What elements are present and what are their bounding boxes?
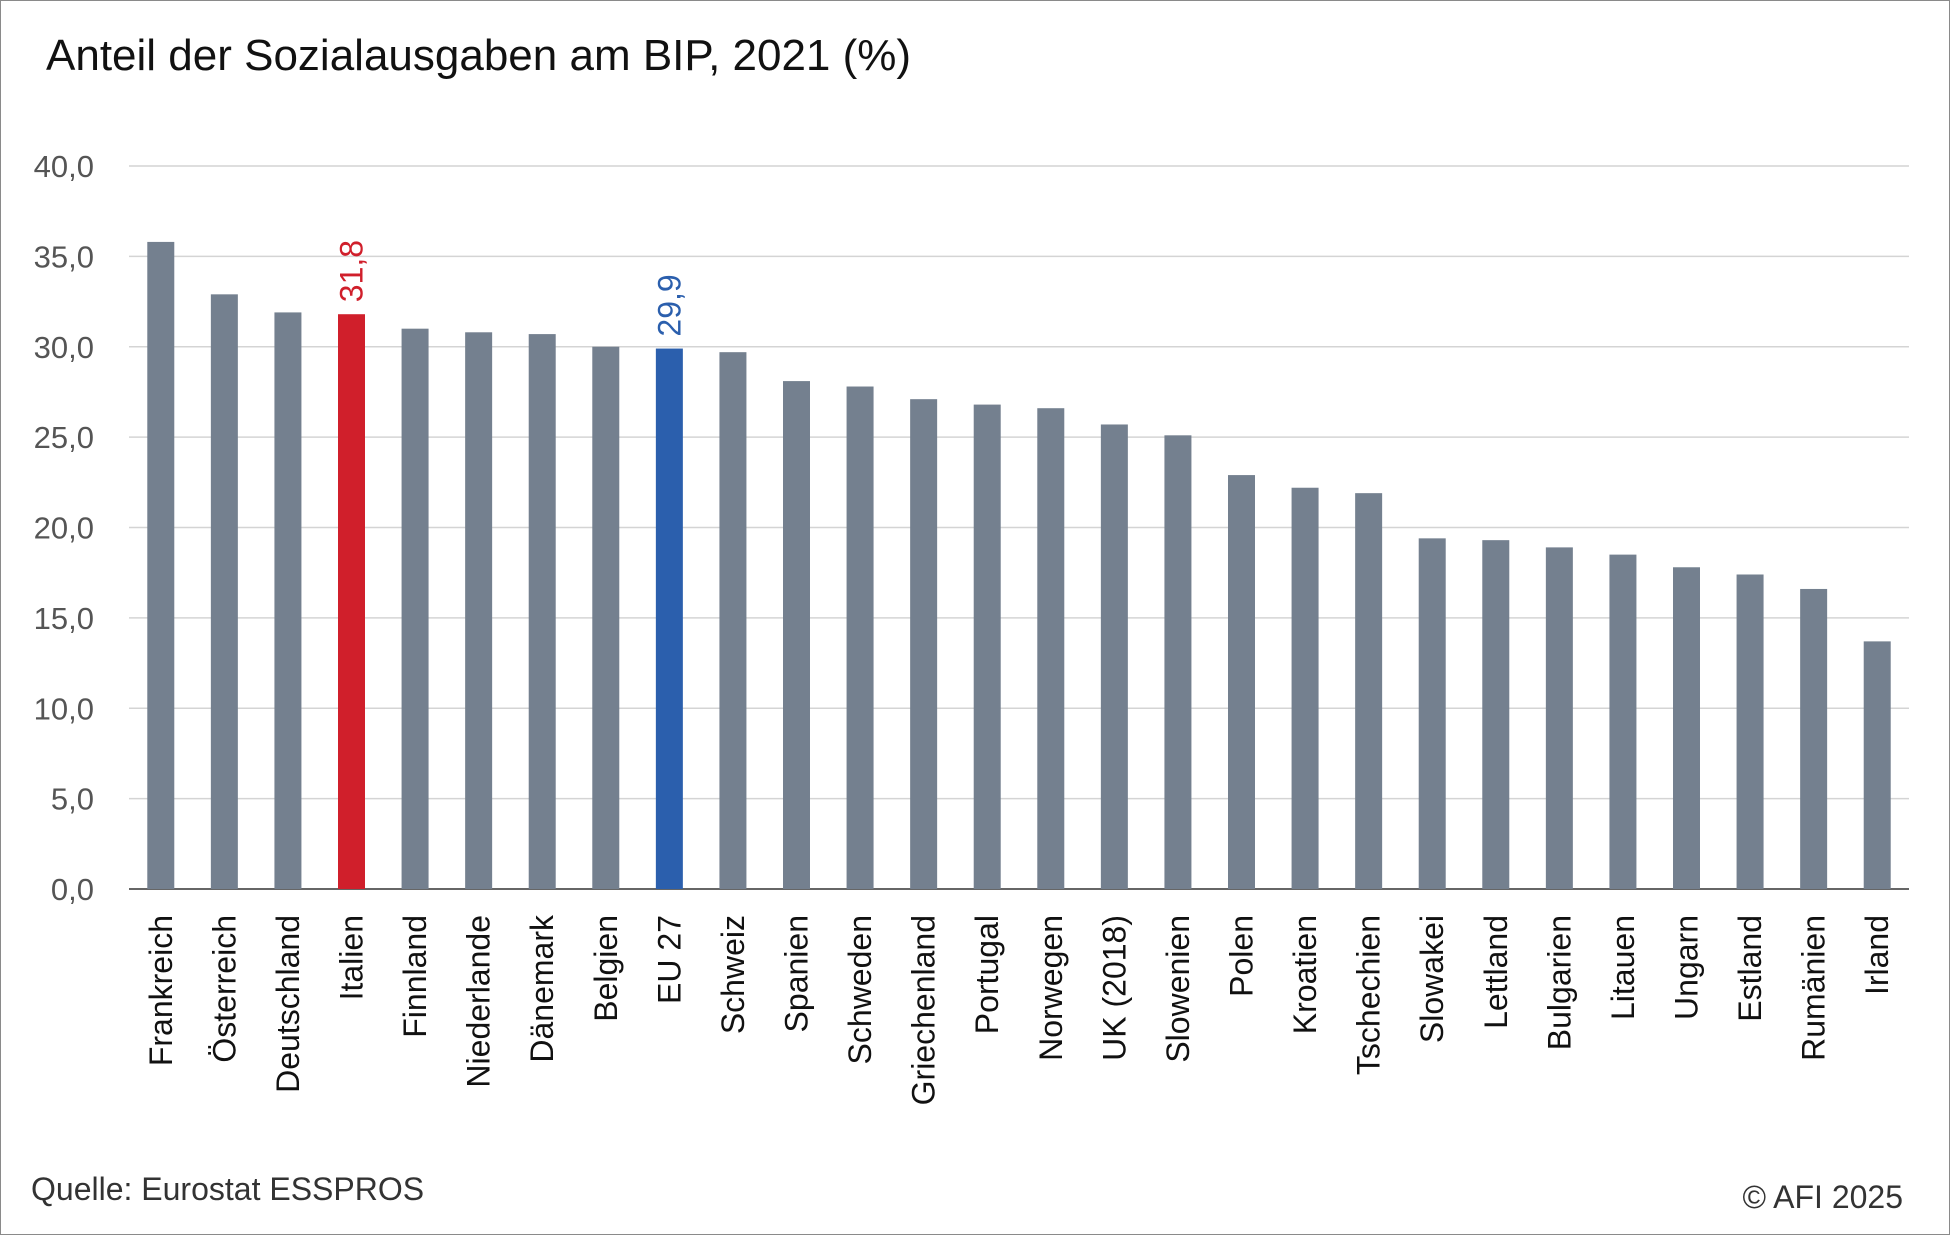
bar-estland	[1736, 574, 1764, 889]
bar-schweiz	[719, 352, 747, 889]
x-tick-label: Schweiz	[715, 915, 751, 1034]
y-tick-label: 40,0	[34, 149, 94, 184]
x-tick-label: Deutschland	[270, 915, 306, 1093]
x-tick-label: Belgien	[588, 915, 624, 1022]
bar-finnland	[401, 328, 429, 889]
y-tick-label: 20,0	[34, 511, 94, 546]
x-tick-label: Ungarn	[1669, 915, 1705, 1020]
bar-polen	[1228, 475, 1255, 889]
x-tick-label: Rumänien	[1796, 915, 1832, 1061]
x-tick-label: Lettland	[1478, 915, 1514, 1029]
source-note: Quelle: Eurostat ESSPROS	[31, 1171, 425, 1207]
data-label: 31,8	[334, 240, 370, 302]
bar-ungarn	[1673, 567, 1700, 889]
gridlines	[129, 165, 1909, 890]
bar-norwegen	[1037, 408, 1065, 889]
x-tick-label: Polen	[1224, 915, 1260, 997]
x-tick-label: Portugal	[969, 915, 1005, 1034]
bar-bulgarien	[1545, 547, 1573, 889]
x-tick-label: Litauen	[1605, 915, 1641, 1020]
copyright-note: © AFI 2025	[1742, 1179, 1903, 1215]
x-tick-label: Italien	[334, 915, 370, 1000]
bars	[147, 241, 1891, 890]
bar-frankreich	[147, 241, 175, 890]
x-tick-label: Dänemark	[524, 914, 560, 1063]
bar-lettland	[1482, 540, 1510, 889]
bar-griechenland	[910, 399, 938, 889]
x-tick-label: UK (2018)	[1096, 915, 1132, 1061]
bar-portugal	[973, 404, 1001, 889]
data-label: 29,9	[651, 274, 687, 336]
y-axis-ticks: 0,0 5,0 10,0 15,0 20,0 25,0 30,0 35,0 40,0	[34, 149, 94, 907]
x-tick-label: Estland	[1732, 915, 1768, 1022]
chart-title: Anteil der Sozialausgaben am BIP, 2021 (…	[46, 31, 912, 80]
bar-irland	[1863, 641, 1891, 889]
bar-deutschland	[274, 312, 302, 890]
x-tick-label: Slowenien	[1160, 915, 1196, 1063]
x-tick-label: Finnland	[397, 915, 433, 1038]
x-tick-label: Norwegen	[1033, 915, 1069, 1061]
x-tick-label: Schweden	[842, 915, 878, 1064]
y-tick-label: 0,0	[51, 872, 94, 907]
x-axis-labels: Frankreich Österreich Deutschland Italien Fi…	[143, 914, 1895, 1105]
y-tick-label: 30,0	[34, 330, 94, 365]
data-labels: 31,8 29,9	[334, 240, 688, 337]
x-tick-label: Griechenland	[906, 915, 942, 1105]
bar-kroatien	[1291, 487, 1319, 889]
bar-schweden	[846, 386, 874, 889]
bar-belgien	[592, 346, 620, 889]
bar-slowenien	[1164, 435, 1192, 889]
y-tick-label: 5,0	[51, 782, 94, 817]
x-tick-label: Slowakei	[1414, 915, 1450, 1043]
y-tick-label: 10,0	[34, 691, 94, 726]
y-tick-label: 15,0	[34, 601, 94, 636]
bar-tschechien	[1355, 493, 1383, 889]
x-tick-label: Spanien	[779, 915, 815, 1032]
x-tick-label: Bulgarien	[1541, 915, 1577, 1050]
bar-spanien	[783, 381, 810, 889]
x-tick-label: Tschechien	[1351, 915, 1387, 1075]
bar-italien	[338, 314, 365, 890]
bar-österreich	[210, 294, 238, 889]
y-tick-label: 25,0	[34, 420, 94, 455]
bar-slowakei	[1418, 538, 1446, 889]
bar-rumänien	[1800, 588, 1828, 889]
x-tick-label: Irland	[1859, 915, 1895, 995]
y-tick-label: 35,0	[34, 239, 94, 274]
bar-litauen	[1609, 554, 1637, 889]
x-tick-label: Frankreich	[143, 915, 179, 1066]
x-tick-label: Niederlande	[461, 915, 497, 1088]
bar-dänemark	[528, 334, 556, 889]
bar-eu-27	[655, 348, 683, 889]
bar-uk-2018-	[1100, 424, 1128, 889]
x-tick-label: Österreich	[206, 915, 242, 1063]
x-tick-label: Kroatien	[1287, 915, 1323, 1034]
bar-niederlande	[465, 332, 493, 889]
x-tick-label: EU 27	[651, 915, 687, 1004]
